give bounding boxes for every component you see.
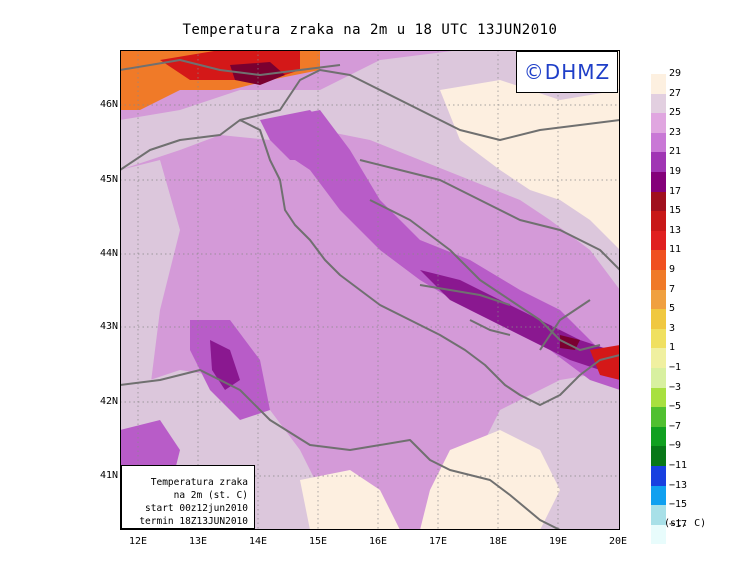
legend-swatch — [651, 270, 666, 290]
legend-label: 21 — [669, 146, 682, 158]
x-tick-label: 15E — [308, 536, 328, 547]
y-tick-label: 45N — [99, 174, 118, 185]
coastlines — [120, 59, 620, 530]
y-tick-label: 44N — [99, 248, 118, 259]
legend-swatch — [651, 328, 666, 349]
field-base-adriatic — [180, 200, 520, 450]
legend-label: 25 — [669, 107, 682, 119]
legend-label: 9 — [669, 264, 676, 275]
legend-label: 7 — [669, 283, 676, 295]
legend-swatch — [651, 348, 666, 368]
copyright-label: ©DHMZ — [516, 51, 618, 93]
field-violet-slovenia — [260, 110, 330, 160]
y-tick-label: 42N — [99, 396, 118, 407]
legend-swatch — [651, 368, 666, 388]
info-line-2: na 2m (st. C) — [173, 490, 248, 501]
legend-label: 13 — [669, 224, 682, 236]
legend-swatch — [651, 485, 666, 506]
x-tick-label: 18E — [488, 536, 508, 547]
legend-swatch — [651, 387, 666, 408]
legend-label: −11 — [669, 460, 688, 471]
legend-label: 15 — [669, 205, 682, 217]
grid-lines — [120, 50, 620, 530]
legend-swatch — [651, 74, 666, 94]
temperature-map — [120, 50, 620, 530]
legend-label: −15 — [669, 499, 688, 511]
map-title: Temperatura zraka na 2m u 18 UTC 13JUN20… — [182, 22, 558, 38]
y-tick-label: 46N — [99, 99, 118, 110]
legend-label: −13 — [669, 479, 688, 491]
legend-swatch — [651, 152, 666, 172]
field-cream-italy — [300, 470, 400, 530]
info-line-3: start 00z12jun2010 — [145, 503, 248, 514]
legend-swatch — [651, 191, 666, 212]
legend-label: 23 — [669, 126, 682, 138]
legend-label: −7 — [669, 420, 682, 432]
legend-label: 19 — [669, 166, 682, 177]
info-line-4: termin 18Z13JUN2010 — [139, 516, 248, 527]
x-tick-label: 16E — [368, 536, 388, 547]
field-light-west — [120, 160, 180, 410]
legend-swatch — [651, 113, 666, 133]
x-tick-label: 14E — [248, 536, 268, 547]
info-box: Temperatura zraka na 2m (st. C) start 00… — [121, 465, 255, 529]
y-tick-label: 43N — [99, 321, 118, 332]
legend-swatch — [651, 446, 666, 466]
legend-swatch — [651, 309, 666, 329]
x-tick-label: 12E — [128, 536, 148, 547]
legend-swatch — [651, 289, 666, 310]
field-purple-italy — [210, 340, 240, 390]
legend-label: −5 — [669, 401, 682, 413]
x-tick-label: 19E — [548, 536, 568, 547]
legend-label: −17 — [669, 518, 688, 530]
legend-swatch — [651, 524, 666, 545]
legend-label: 11 — [669, 244, 682, 256]
legend-swatch — [651, 93, 666, 114]
legend-label: 27 — [669, 87, 682, 99]
legend-unit: (st. C) — [664, 518, 707, 529]
field-darkred-montenegro — [560, 335, 580, 350]
legend-swatch — [651, 230, 666, 251]
x-tick-label: 13E — [188, 536, 208, 547]
legend-label: −3 — [669, 381, 682, 393]
field-cream-east — [440, 80, 620, 250]
field-red-montenegro — [590, 345, 620, 380]
x-tick-label: 20E — [608, 536, 628, 547]
legend-swatch — [651, 505, 666, 525]
legend-label: 5 — [669, 303, 676, 315]
legend-label: 3 — [669, 322, 676, 334]
info-line-1: Temperatura zraka — [150, 477, 248, 488]
legend-label: 1 — [669, 342, 676, 354]
x-tick-label: 17E — [428, 536, 448, 547]
legend-label: 17 — [669, 185, 682, 197]
legend-label: −9 — [669, 440, 682, 452]
legend-swatch — [651, 426, 666, 447]
legend-swatch — [651, 466, 666, 486]
legend-swatch — [651, 211, 666, 231]
y-tick-label: 41N — [99, 470, 118, 481]
legend-swatch — [651, 132, 666, 153]
field-darkred-alps — [230, 62, 285, 85]
legend-label: 29 — [669, 68, 682, 79]
legend-label: −1 — [669, 362, 682, 373]
legend-swatch — [651, 172, 666, 192]
legend-swatch — [651, 250, 666, 270]
legend-swatch — [651, 407, 666, 427]
